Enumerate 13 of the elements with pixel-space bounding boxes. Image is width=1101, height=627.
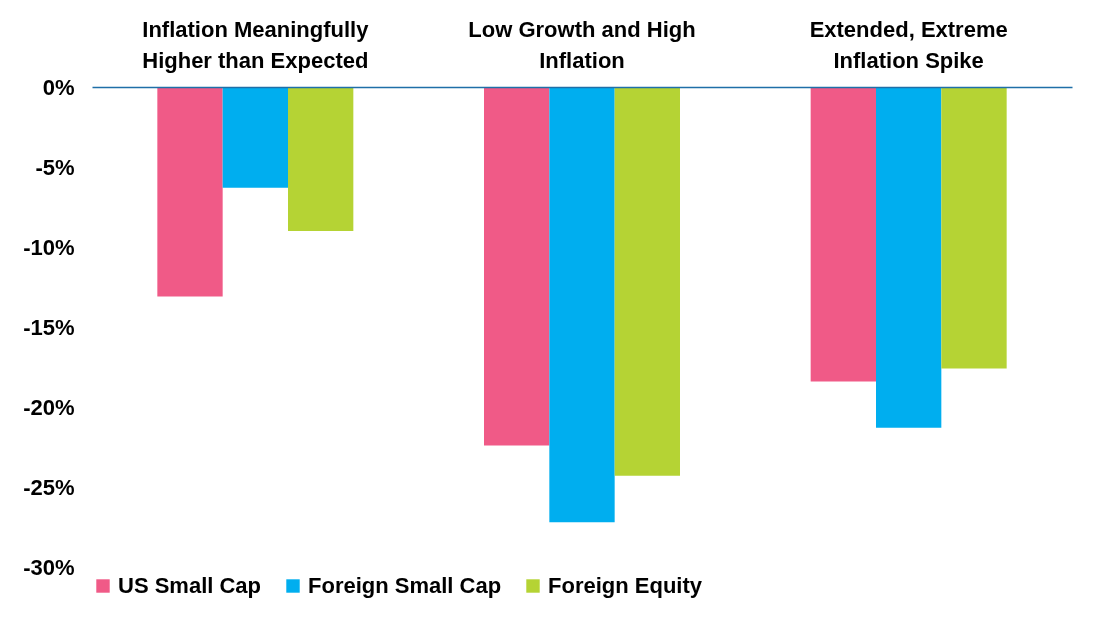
x-tick-label: Extended, Extreme Inflation Spike [809, 16, 1008, 73]
y-tick-label: -20% [23, 394, 75, 420]
legend-label: US Small Cap [118, 573, 262, 598]
legend-label: Foreign Equity [548, 573, 703, 598]
y-tick-label: -10% [23, 234, 75, 260]
y-tick-label: -30% [23, 554, 75, 580]
x-tick-label: Low Growth and High Inflation [468, 16, 696, 73]
y-tick-label: -5% [35, 154, 75, 180]
y-tick-label: -25% [23, 474, 75, 500]
y-tick-label: 0% [42, 74, 75, 100]
legend-label: Foreign Small Cap [308, 573, 502, 598]
y-tick-label: -15% [23, 314, 75, 340]
x-tick-label: Inflation Meaningfully Higher than Expected [142, 16, 370, 73]
